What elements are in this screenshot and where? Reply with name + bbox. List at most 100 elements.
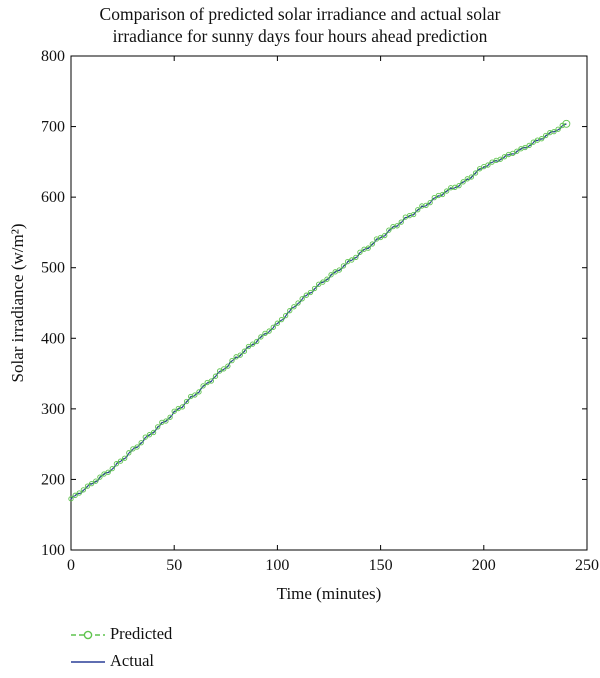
predicted-point [303, 292, 309, 298]
y-tick-label: 200 [41, 471, 65, 488]
y-tick-label: 700 [41, 119, 65, 136]
predicted-point [427, 199, 433, 206]
predicted-point [336, 267, 342, 273]
predicted-point [456, 183, 462, 189]
chart-title-line-2: irradiance for sunny days four hours ahe… [112, 26, 488, 46]
predicted-point [538, 136, 545, 142]
predicted-point [468, 174, 475, 180]
plot-area-frame [70, 55, 588, 551]
predicted-point [245, 343, 252, 350]
predicted-point [134, 444, 140, 450]
predicted-point [212, 373, 219, 379]
predicted-point [155, 424, 161, 430]
axes: 0 50 100 150 200 250 100 200 300 400 500 600 700 800 [41, 48, 599, 574]
predicted-point [146, 432, 153, 438]
y-axis-label: Solar irradiance (w/m²) [8, 224, 27, 383]
predicted-point [394, 223, 400, 229]
predicted-point [559, 122, 565, 129]
predicted-point [555, 126, 561, 132]
legend-label-actual: Actual [110, 651, 154, 670]
predicted-point [150, 429, 157, 436]
predicted-point [93, 478, 99, 484]
predicted-point [266, 328, 272, 334]
predicted-point [241, 348, 248, 354]
predicted-point [183, 398, 190, 405]
predicted-point [274, 320, 281, 326]
predicted-point [237, 352, 243, 358]
predicted-point [526, 142, 532, 149]
predicted-point [225, 363, 231, 369]
predicted-point [258, 334, 264, 340]
y-tick-label: 800 [41, 48, 65, 65]
predicted-point [196, 389, 202, 395]
predicted-point [340, 263, 347, 269]
chart-title-line-1: Comparison of predicted solar irradiance… [99, 4, 501, 24]
predicted-point [84, 483, 91, 489]
predicted-point [109, 465, 115, 472]
predicted-point [398, 219, 404, 225]
x-tick-label: 200 [472, 557, 496, 574]
y-tick-label: 100 [41, 542, 65, 559]
legend-label-predicted: Predicted [110, 624, 173, 643]
predicted-point [423, 202, 429, 209]
predicted-point [179, 404, 186, 410]
predicted-point [283, 312, 289, 319]
predicted-point [97, 474, 103, 480]
predicted-point [295, 300, 301, 306]
predicted-point [287, 308, 293, 314]
predicted-point [324, 276, 330, 282]
predicted-point [80, 487, 87, 493]
predicted-point [122, 455, 128, 461]
predicted-point [551, 128, 557, 135]
predicted-point [472, 170, 479, 176]
predicted-point [477, 166, 483, 172]
x-tick-label: 0 [67, 557, 75, 574]
y-tick-label: 400 [41, 330, 65, 347]
predicted-point [126, 450, 132, 456]
predicted-point [192, 392, 198, 398]
predicted-point [229, 357, 235, 364]
x-tick-label: 50 [166, 557, 182, 574]
predicted-point [262, 330, 268, 337]
predicted-point [431, 194, 437, 201]
series-predicted-markers [68, 119, 571, 502]
predicted-point [353, 254, 359, 261]
predicted-point [76, 490, 82, 496]
predicted-point [72, 492, 78, 498]
predicted-point [171, 408, 177, 414]
predicted-point [113, 461, 120, 467]
y-tick-label: 300 [41, 401, 65, 418]
predicted-point [522, 144, 528, 151]
predicted-point [543, 132, 549, 139]
predicted-point [382, 232, 388, 239]
series-actual-line [70, 123, 567, 500]
predicted-point [299, 296, 305, 302]
predicted-point [200, 383, 206, 389]
predicted-point [510, 150, 516, 157]
predicted-point [501, 154, 508, 160]
predicted-line [70, 123, 567, 500]
predicted-point [497, 156, 503, 162]
predicted-point [562, 119, 571, 128]
predicted-point [221, 366, 227, 372]
predicted-point [167, 414, 173, 420]
predicted-point [443, 188, 450, 194]
predicted-point [377, 234, 384, 241]
predicted-point [485, 162, 491, 168]
predicted-point [307, 289, 314, 296]
predicted-point [138, 440, 144, 446]
predicted-point [105, 469, 111, 475]
predicted-point [316, 281, 322, 287]
predicted-point [142, 434, 148, 440]
predicted-point [311, 285, 318, 292]
predicted-point [369, 241, 375, 247]
legend-swatch-predicted [71, 630, 105, 640]
y-tick-label: 500 [41, 260, 65, 277]
series-predicted-line [70, 123, 567, 500]
predicted-point [328, 272, 334, 278]
predicted-point [439, 191, 446, 198]
predicted-point [216, 368, 223, 374]
predicted-point [530, 139, 536, 145]
x-tick-label: 250 [575, 557, 599, 574]
